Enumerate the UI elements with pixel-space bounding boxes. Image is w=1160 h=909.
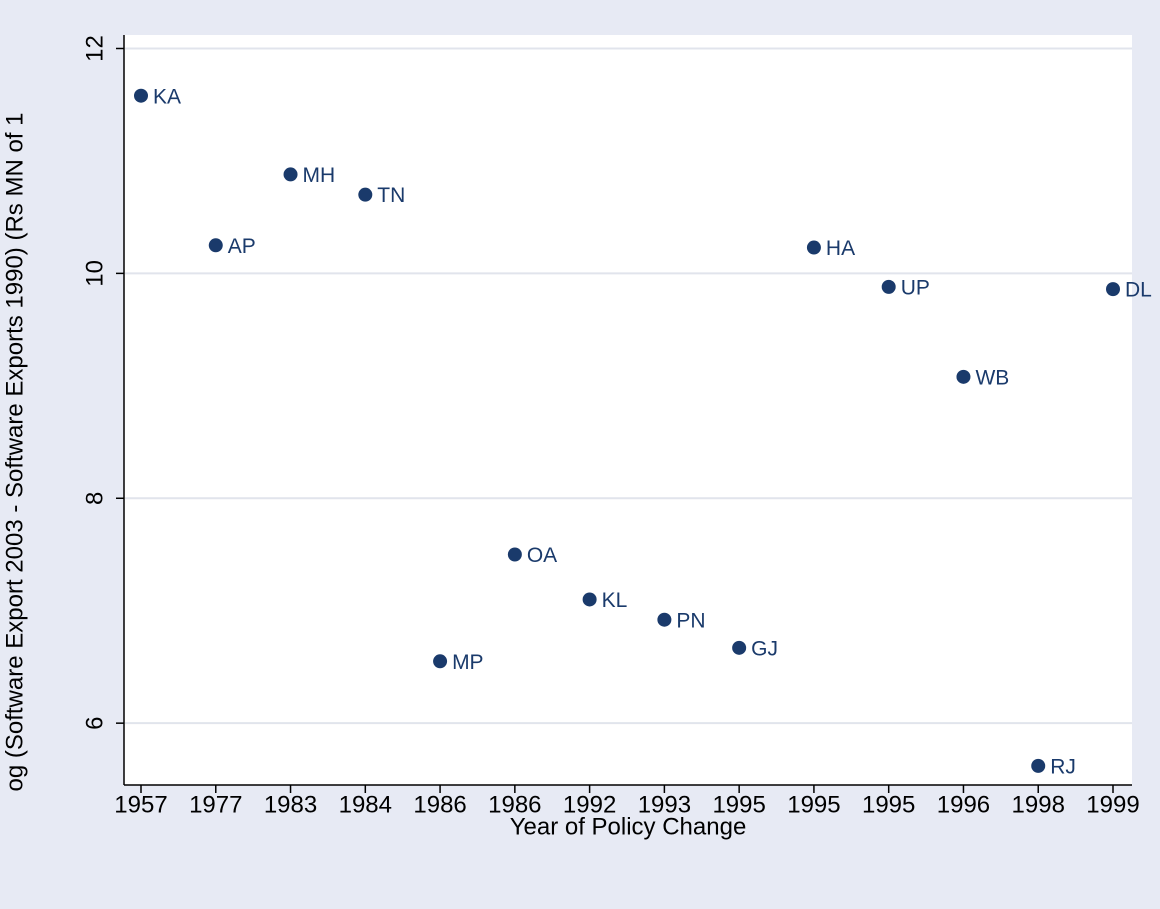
point (956, 369, 971, 384)
x-axis-title: Year of Policy Change (510, 813, 747, 840)
point (881, 279, 896, 294)
point-label: PN (676, 609, 705, 632)
x-tick-label: 1984 (339, 791, 392, 818)
point (582, 592, 597, 607)
point-label: UP (901, 276, 930, 299)
point (208, 238, 223, 253)
point-label: HA (826, 237, 855, 260)
x-tick-label: 1977 (189, 791, 242, 818)
x-tick-label: 1995 (862, 791, 915, 818)
y-tick-label: 6 (81, 716, 108, 729)
x-tick-label: 1986 (488, 791, 541, 818)
point (732, 640, 747, 655)
point-label: KL (602, 589, 628, 612)
x-tick-label: 1999 (1086, 791, 1139, 818)
point (433, 654, 448, 669)
x-tick-label: 1998 (1012, 791, 1065, 818)
point (1106, 282, 1120, 297)
point-label: TN (377, 184, 405, 207)
x-tick-label: 1995 (712, 791, 765, 818)
point-label: WB (975, 366, 1009, 389)
x-tick-label: 1992 (563, 791, 616, 818)
point-label: KA (153, 85, 181, 108)
y-tick-label: 8 (81, 492, 108, 505)
point (806, 240, 821, 255)
plot-area (124, 35, 1132, 785)
y-tick-label: 12 (81, 35, 108, 62)
point-label: OA (527, 544, 557, 567)
y-axis-title: og (Software Export 2003 - Software Expo… (1, 113, 28, 792)
x-tick-label: 1957 (114, 791, 167, 818)
point (358, 187, 373, 202)
point-label: DL (1125, 279, 1152, 302)
point-label: MH (303, 164, 336, 187)
point-label: RJ (1050, 755, 1076, 778)
x-tick-label: 1993 (638, 791, 691, 818)
point (657, 612, 672, 627)
point (1031, 758, 1046, 773)
point-label: MP (452, 651, 484, 674)
y-tick-label: 10 (81, 260, 108, 287)
x-tick-label: 1996 (937, 791, 990, 818)
point-label: AP (228, 235, 256, 258)
x-tick-label: 1986 (413, 791, 466, 818)
point (507, 547, 522, 562)
x-tick-label: 1995 (787, 791, 840, 818)
point (283, 167, 298, 182)
point-label: GJ (751, 637, 778, 660)
point (134, 88, 148, 103)
x-tick-label: 1983 (264, 791, 317, 818)
